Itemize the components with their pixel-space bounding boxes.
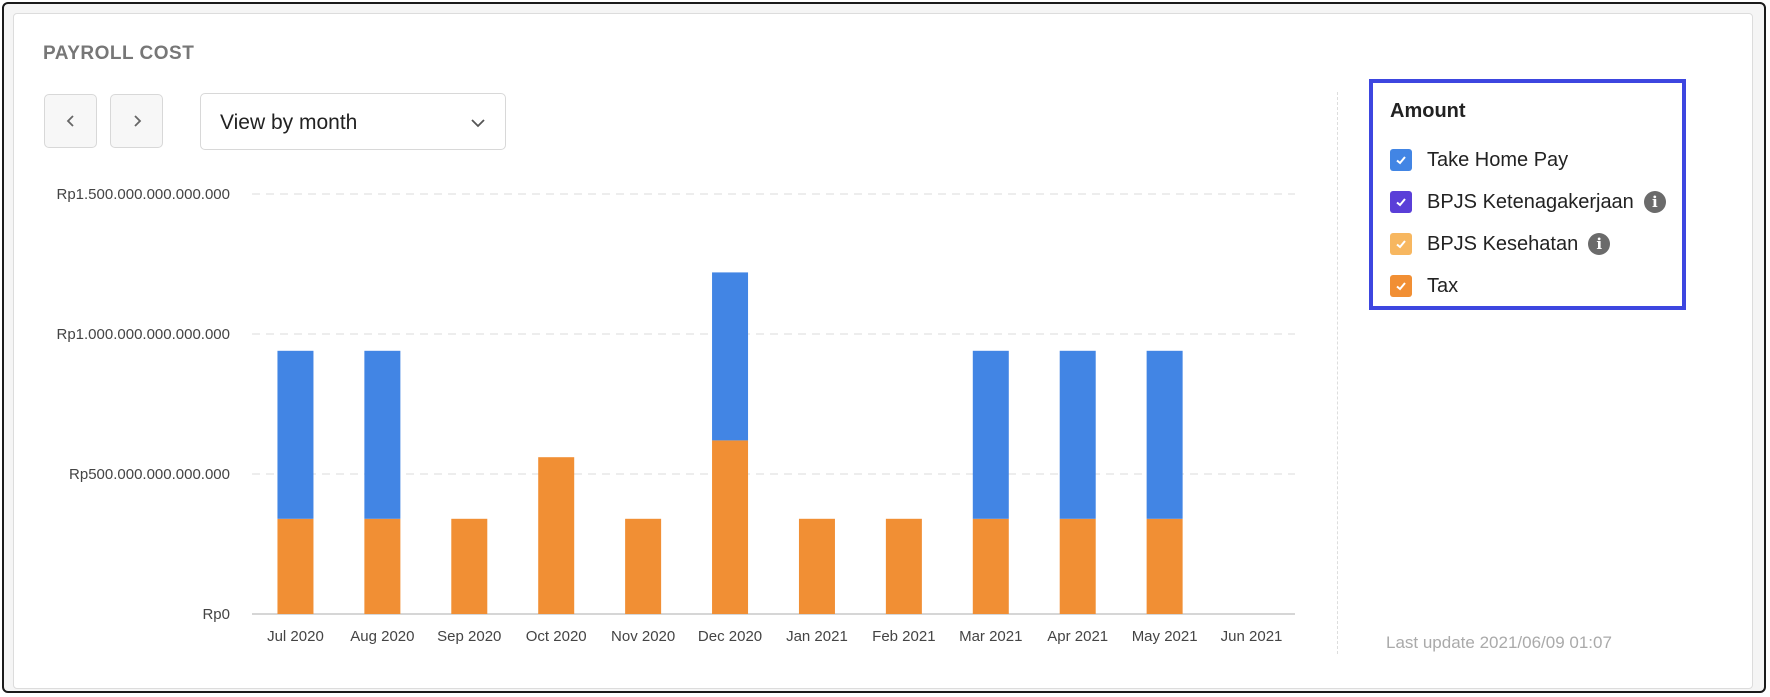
- bar-tax-apr-2021: [1059, 518, 1096, 614]
- bar-tax-feb-2021: [885, 518, 922, 614]
- checkbox-bpjs-ketenagakerjaan[interactable]: [1390, 191, 1412, 213]
- x-tick-label: Feb 2021: [872, 628, 935, 645]
- y-tick-label: Rp1.000.000.000.000.000: [57, 326, 231, 343]
- view-by-value: View by month: [220, 111, 358, 134]
- x-tick-label: Jul 2020: [267, 628, 324, 645]
- previous-button[interactable]: [44, 94, 97, 148]
- last-update-text: Last update 2021/06/09 01:07: [1386, 633, 1612, 652]
- bar-tax-sep-2020: [451, 518, 488, 614]
- x-tick-label: Jun 2021: [1221, 628, 1283, 645]
- bar-take-home-pay-apr-2021: [1059, 350, 1096, 519]
- legend-item-take-home-pay[interactable]: Take Home Pay: [1390, 147, 1568, 173]
- card-title: PAYROLL COST: [43, 43, 195, 64]
- bar-tax-dec-2020: [712, 440, 749, 614]
- bar-take-home-pay-jul-2020: [277, 350, 314, 519]
- chevron-down-icon: [471, 119, 485, 128]
- legend-panel: Amount Take Home Pay BPJS Ketenagakerjaa…: [1369, 79, 1686, 310]
- x-tick-label: Sep 2020: [437, 628, 501, 645]
- chart-legend-divider: [1337, 92, 1338, 654]
- next-button[interactable]: [110, 94, 163, 148]
- check-icon: [1396, 240, 1406, 249]
- y-tick-label: Rp500.000.000.000.000: [69, 466, 230, 483]
- bar-tax-may-2021: [1146, 518, 1183, 614]
- checkbox-tax[interactable]: [1390, 275, 1412, 297]
- info-icon[interactable]: i: [1643, 191, 1666, 213]
- legend-item-tax[interactable]: Tax: [1390, 273, 1458, 299]
- x-tick-label: Oct 2020: [526, 628, 587, 645]
- chevron-right-icon: [133, 115, 141, 127]
- checkbox-take-home-pay[interactable]: [1390, 149, 1412, 171]
- view-by-select[interactable]: View by month: [200, 93, 506, 150]
- checkbox-bpjs-kesehatan[interactable]: [1390, 233, 1412, 255]
- chevron-left-icon: [66, 115, 74, 127]
- check-icon: [1396, 198, 1406, 207]
- legend-item-bpjs-ketenagakerjaan[interactable]: BPJS Ketenagakerjaan i: [1390, 189, 1666, 215]
- x-tick-label: Jan 2021: [786, 628, 848, 645]
- x-tick-label: Dec 2020: [698, 628, 762, 645]
- legend-title: Amount: [1390, 100, 1466, 122]
- legend-label-bpjs-kesehatan: BPJS Kesehatan: [1427, 232, 1579, 255]
- bar-tax-jul-2020: [277, 518, 314, 614]
- bar-tax-aug-2020: [364, 518, 401, 614]
- legend-label-tax: Tax: [1427, 274, 1459, 297]
- bar-take-home-pay-aug-2020: [364, 350, 401, 519]
- legend-label-bpjs-ketenagakerjaan: BPJS Ketenagakerjaan: [1427, 190, 1634, 213]
- bar-take-home-pay-dec-2020: [712, 272, 749, 441]
- bar-take-home-pay-mar-2021: [972, 350, 1009, 519]
- x-tick-label: Nov 2020: [611, 628, 675, 645]
- bar-tax-oct-2020: [538, 457, 575, 614]
- x-tick-label: Apr 2021: [1047, 628, 1108, 645]
- bar-tax-mar-2021: [972, 518, 1009, 614]
- legend-item-bpjs-kesehatan[interactable]: BPJS Kesehatan i: [1390, 231, 1611, 257]
- x-tick-label: Mar 2021: [959, 628, 1022, 645]
- x-tick-label: Aug 2020: [350, 628, 414, 645]
- y-tick-label: Rp1.500.000.000.000.000: [57, 186, 231, 203]
- check-icon: [1396, 156, 1406, 165]
- bar-take-home-pay-may-2021: [1146, 350, 1183, 519]
- check-icon: [1396, 282, 1406, 291]
- bar-tax-jan-2021: [798, 518, 835, 614]
- x-tick-label: May 2021: [1132, 628, 1198, 645]
- info-icon[interactable]: i: [1588, 233, 1611, 255]
- legend-label-take-home-pay: Take Home Pay: [1427, 148, 1569, 171]
- bar-tax-nov-2020: [625, 518, 662, 614]
- y-tick-label: Rp0: [202, 606, 230, 623]
